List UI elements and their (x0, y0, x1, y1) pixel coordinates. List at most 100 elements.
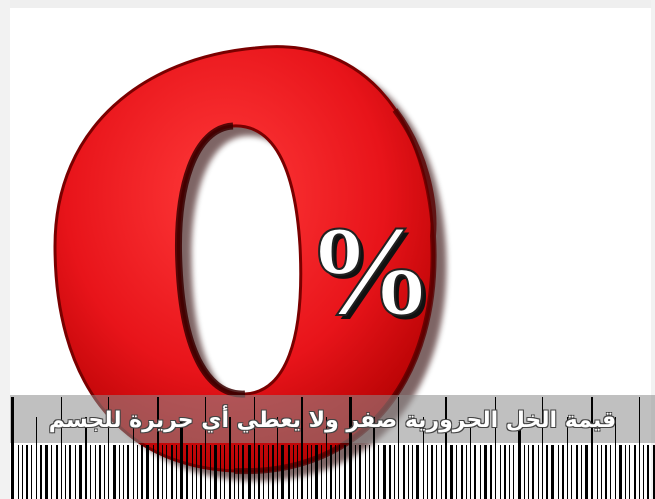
barcode-line (205, 397, 206, 499)
barcode-line (36, 417, 37, 499)
caption-text: قيمة الخل الحرورية صفر ولا يعطي أي حريرة… (48, 408, 617, 433)
barcode-line (229, 417, 231, 499)
barcode-line (591, 397, 593, 499)
barcode-line (436, 445, 437, 499)
zero-digit (53, 45, 447, 482)
barcode-line (162, 445, 163, 499)
barcode-line (615, 417, 616, 499)
barcode-line (349, 397, 352, 499)
barcode-line (166, 445, 167, 499)
barcode-line (277, 417, 278, 499)
barcode-line (108, 397, 109, 499)
barcode-line (127, 445, 129, 499)
barcode-line (581, 445, 582, 499)
barcode-line (450, 445, 453, 499)
barcode-line (601, 445, 602, 499)
barcode-line (528, 445, 529, 499)
barcode-line (65, 445, 66, 499)
barcode-line (79, 445, 82, 499)
barcode-line (470, 417, 471, 499)
barcode-line (40, 445, 42, 499)
barcode-line (293, 445, 294, 499)
barcode-line (330, 445, 332, 499)
barcode-line (119, 445, 120, 499)
barcode-line (315, 445, 318, 499)
barcode-line (538, 445, 539, 499)
barcode-line (398, 397, 399, 499)
barcode-line (214, 445, 217, 499)
barcode-line (634, 445, 636, 499)
barcode-line (524, 445, 525, 499)
barcode-line (339, 445, 340, 499)
barcode-line (104, 445, 105, 499)
barcode-line (69, 445, 71, 499)
barcode-line (254, 397, 255, 499)
barcode-line (441, 445, 442, 499)
barcode-line (643, 445, 644, 499)
barcode-line (403, 445, 405, 499)
barcode-line (113, 445, 116, 499)
barcode-line (153, 445, 154, 499)
barcode-line (344, 445, 346, 499)
barcode-line (22, 445, 23, 499)
barcode-line (307, 445, 308, 499)
top-border (0, 0, 655, 8)
barcode-line (546, 445, 548, 499)
barcode-line (311, 445, 312, 499)
barcode-line (394, 445, 395, 499)
barcode-line (619, 445, 622, 499)
barcode-line (359, 445, 361, 499)
barcode-line (133, 417, 134, 499)
barcode-line (585, 445, 588, 499)
barcode-line (90, 445, 91, 499)
barcode-line (301, 397, 303, 499)
barcode-line (288, 445, 290, 499)
barcode-line (518, 417, 521, 499)
barcode-line (186, 445, 188, 499)
barcode-line (474, 445, 476, 499)
barcode-line (210, 445, 211, 499)
barcode-line (369, 445, 370, 499)
barcode-line (248, 445, 251, 499)
barcode-line (258, 445, 260, 499)
barcode-line (31, 445, 32, 499)
barcode-line (220, 445, 221, 499)
barcode-line (576, 445, 578, 499)
barcode-line (365, 445, 366, 499)
barcode-line (558, 445, 559, 499)
barcode-line (562, 445, 564, 499)
barcode-line (490, 445, 492, 499)
barcode-line (321, 445, 322, 499)
barcode-line (200, 445, 202, 499)
barcode-line (571, 445, 572, 499)
percent-symbol: % % (305, 199, 438, 346)
barcode-line (532, 445, 534, 499)
barcode-line (653, 445, 655, 499)
barcode-line (466, 445, 467, 499)
barcode-line (171, 445, 173, 499)
barcode-line (263, 445, 264, 499)
barcode-line (461, 445, 463, 499)
barcode-line (456, 445, 457, 499)
barcode-line (238, 445, 239, 499)
barcode-line (431, 445, 433, 499)
barcode-line (500, 445, 501, 499)
barcode-line (224, 445, 225, 499)
barcode-line (123, 445, 124, 499)
barcode-line (513, 445, 514, 499)
barcode-line (51, 445, 52, 499)
barcode-line (416, 445, 419, 499)
barcode-line (445, 397, 447, 499)
barcode-line (373, 417, 375, 499)
barcode-line (18, 445, 19, 499)
svg-text:%: % (310, 204, 438, 346)
barcode-line (157, 397, 159, 499)
svg-text:%: % (306, 200, 434, 342)
barcode-line (272, 445, 274, 499)
barcode-line (412, 445, 413, 499)
barcode-line (85, 417, 87, 499)
barcode-line (75, 445, 76, 499)
barcode-line (605, 445, 607, 499)
barcode-line (297, 445, 298, 499)
barcode-line (61, 397, 62, 499)
